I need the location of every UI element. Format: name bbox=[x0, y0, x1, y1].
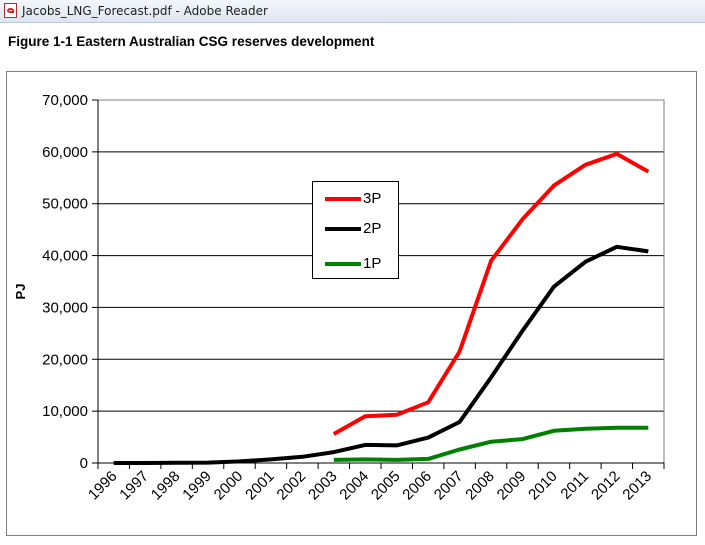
axes bbox=[92, 99, 665, 469]
chart-legend: 3P 2P 1P bbox=[312, 181, 399, 279]
y-tick-label: 50,000 bbox=[42, 196, 88, 213]
x-tick-label: 1997 bbox=[116, 468, 152, 504]
legend-item-1p: 1P bbox=[313, 254, 398, 274]
legend-label-3p: 3P bbox=[363, 190, 382, 207]
x-tick-label: 2004 bbox=[336, 468, 372, 504]
x-tick-label: 2000 bbox=[211, 468, 247, 504]
y-tick-labels: 0 10,000 20,000 30,000 40,000 50,000 60,000 70,… bbox=[42, 92, 88, 472]
y-tick-label: 70,000 bbox=[42, 92, 88, 109]
window-title-bar: Jacobs_LNG_Forecast.pdf - Adobe Reader bbox=[0, 0, 705, 23]
x-tick-label: 2012 bbox=[588, 468, 624, 504]
figure-title: Figure 1-1 Eastern Australian CSG reserv… bbox=[8, 34, 375, 49]
legend-item-3p: 3P bbox=[313, 189, 398, 209]
x-tick-label: 2002 bbox=[274, 468, 310, 504]
x-tick-label: 2009 bbox=[494, 468, 530, 504]
x-tick-label: 2011 bbox=[557, 468, 592, 503]
x-tick-label: 2013 bbox=[619, 468, 655, 504]
series-lines bbox=[113, 151, 650, 465]
y-tick-label: 0 bbox=[80, 455, 88, 472]
x-tick-label: 1996 bbox=[85, 468, 121, 504]
plot-area-border bbox=[97, 99, 665, 464]
y-axis-label: PJ bbox=[13, 284, 28, 300]
series-line-1p bbox=[333, 425, 649, 462]
window-title: Jacobs_LNG_Forecast.pdf - Adobe Reader bbox=[22, 4, 268, 18]
x-tick-label: 2001 bbox=[242, 468, 278, 504]
pdf-icon bbox=[4, 3, 17, 18]
legend-swatch-1p bbox=[325, 262, 361, 266]
legend-item-2p: 2P bbox=[313, 219, 398, 239]
legend-label-2p: 2P bbox=[363, 220, 382, 237]
legend-swatch-3p bbox=[325, 197, 361, 201]
x-tick-label: 2007 bbox=[431, 468, 467, 504]
x-tick-label: 1998 bbox=[148, 468, 184, 504]
x-tick-label: 2006 bbox=[399, 468, 435, 504]
y-tick-label: 40,000 bbox=[42, 248, 88, 265]
y-tick-label: 60,000 bbox=[42, 144, 88, 161]
chart-frame bbox=[6, 71, 697, 536]
y-tick-label: 30,000 bbox=[42, 299, 88, 316]
series-line-3p bbox=[332, 151, 650, 436]
y-tick-label: 20,000 bbox=[42, 351, 88, 368]
x-tick-label: 2008 bbox=[462, 468, 498, 504]
x-tick-label: 2005 bbox=[368, 468, 404, 504]
legend-swatch-2p bbox=[325, 227, 361, 231]
x-tick-label: 1999 bbox=[179, 468, 215, 504]
y-tick-label: 10,000 bbox=[42, 403, 88, 420]
x-tick-label: 2003 bbox=[305, 468, 341, 504]
x-tick-label: 2010 bbox=[525, 468, 561, 504]
legend-label-1p: 1P bbox=[363, 255, 382, 272]
x-tick-labels: 1996199719981999200020012002200320042005… bbox=[85, 468, 655, 504]
series-line-2p bbox=[113, 244, 649, 465]
